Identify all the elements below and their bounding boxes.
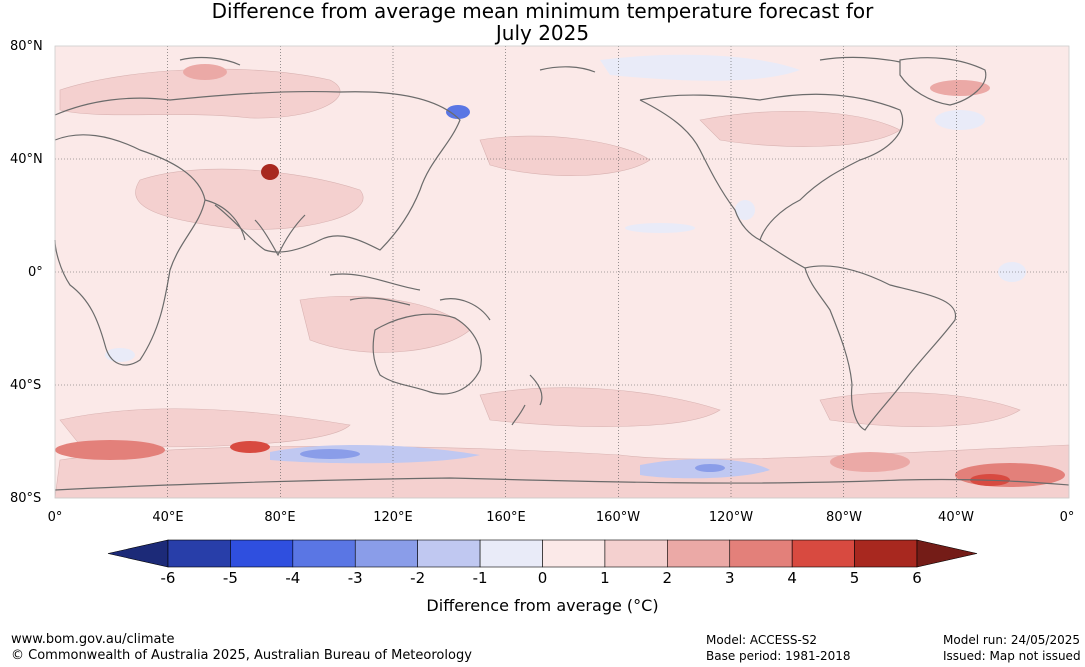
footer-model-run: Model run: 24/05/2025 — [943, 633, 1081, 647]
lon-label-80e: 80°E — [264, 510, 296, 525]
lat-label-40s: 40°S — [10, 378, 42, 393]
colorbar-tick-label: -6 — [160, 569, 176, 587]
lon-label-80w: 80°W — [826, 510, 862, 525]
colorbar — [107, 539, 978, 568]
colorbar-tick-label: 0 — [537, 569, 548, 587]
lat-label-40n: 40°N — [10, 152, 43, 167]
colorbar-tick-label: -4 — [285, 569, 301, 587]
colorbar-segment — [542, 539, 606, 568]
map-title-line2: July 2025 — [495, 21, 590, 45]
lat-label-equator: 0° — [28, 265, 43, 280]
colorbar-tick-label: 3 — [724, 569, 735, 587]
footer-website: www.bom.gov.au/climate — [11, 632, 175, 647]
colorbar-tick-label: -3 — [347, 569, 363, 587]
lon-label-160w: 160°W — [595, 510, 641, 525]
map-title-line1: Difference from average mean minimum tem… — [211, 0, 874, 23]
colorbar-segment — [167, 539, 231, 568]
colorbar-tick-label: 1 — [600, 569, 610, 587]
footer-model: Model: ACCESS-S2 — [706, 633, 818, 647]
colorbar-tick-label: -5 — [222, 569, 238, 587]
footer-issued: Issued: Map not issued — [943, 649, 1081, 663]
lon-label-120e: 120°E — [373, 510, 413, 525]
map-frame — [54, 45, 1070, 499]
lon-label-0-east: 0° — [1059, 510, 1075, 525]
colorbar-tick-label: 6 — [912, 569, 922, 587]
footer-copyright: © Commonwealth of Australia 2025, Austra… — [11, 648, 472, 663]
lon-label-160e: 160°E — [486, 510, 526, 525]
lat-label-80s: 80°S — [10, 491, 42, 506]
colorbar-tick-label: 2 — [662, 569, 673, 587]
colorbar-segment — [354, 539, 418, 568]
colorbar-title: Difference from average (°C) — [426, 596, 659, 615]
colorbar-under-arrow — [107, 539, 169, 568]
colorbar-tick-label: -1 — [472, 569, 488, 587]
anomaly-patches-cool — [105, 54, 1026, 479]
lon-label-120w: 120°W — [708, 510, 754, 525]
lon-label-40w: 40°W — [938, 510, 974, 525]
lon-label-40e: 40°E — [152, 510, 184, 525]
colorbar-segment — [729, 539, 793, 568]
colorbar-segment — [791, 539, 855, 568]
colorbar-over-arrow — [916, 539, 978, 568]
footer-base-period: Base period: 1981-2018 — [706, 649, 851, 663]
colorbar-segment — [479, 539, 543, 568]
colorbar-tick-label: 4 — [787, 569, 797, 587]
colorbar-segment — [292, 539, 356, 568]
lon-label-0-west: 0° — [47, 510, 63, 525]
colorbar-tick-label: 5 — [849, 569, 860, 587]
colorbar-segment — [667, 539, 731, 568]
coastlines — [54, 56, 1070, 491]
lat-label-80n: 80°N — [10, 39, 43, 54]
colorbar-segment — [417, 539, 481, 568]
colorbar-segment — [854, 539, 918, 568]
colorbar-segment — [604, 539, 668, 568]
colorbar-segment — [230, 539, 294, 568]
graticule — [55, 46, 1069, 498]
anomaly-patches-strong — [55, 64, 1065, 487]
colorbar-tick-label: -2 — [410, 569, 426, 587]
